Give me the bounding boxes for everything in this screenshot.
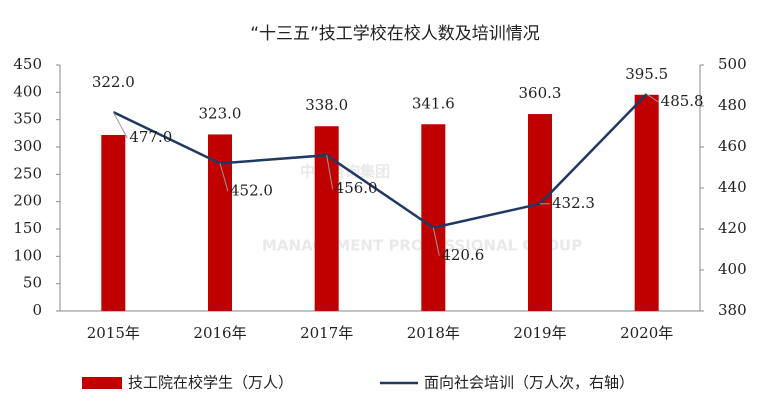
legend-label: 技工院在校学生（万人） (128, 374, 293, 392)
x-tick-label: 2015年 (87, 324, 140, 342)
y2-tick-label: 380 (718, 301, 747, 319)
leader-line (326, 155, 334, 190)
y2-tick-label: 460 (718, 137, 747, 155)
y2-tick-label: 440 (718, 178, 747, 196)
x-tick-label: 2018年 (407, 324, 460, 342)
y2-tick-label: 400 (718, 260, 747, 278)
y-tick-label: 150 (13, 219, 42, 237)
line (112, 93, 648, 230)
x-tick-label: 2017年 (300, 324, 353, 342)
bar (101, 134, 126, 311)
bar-label: 341.6 (412, 94, 455, 112)
y-tick-label: 50 (23, 274, 42, 292)
bar-label: 323.0 (199, 104, 242, 122)
y-tick-label: 400 (13, 82, 42, 100)
line-label: 432.3 (552, 194, 595, 212)
y-tick-label: 0 (32, 301, 42, 319)
bar (528, 114, 552, 311)
y-tick-label: 300 (13, 137, 42, 155)
bar (421, 124, 446, 311)
bar (634, 94, 659, 311)
chart-title: “十三五”技工学校在校人数及培训情况 (250, 24, 540, 44)
legend-label: 面向社会培训（万人次，右轴） (424, 374, 634, 392)
line-label: 456.0 (335, 179, 378, 197)
bar-label: 360.3 (519, 84, 562, 102)
leader-line (432, 227, 440, 256)
line-label: 452.0 (230, 181, 273, 199)
leader-line (112, 111, 128, 139)
y2-tick-label: 500 (718, 55, 747, 73)
leader-line (219, 163, 229, 192)
bar-label: 338.0 (305, 96, 348, 114)
watermark: 中大咨询集团 (300, 163, 390, 181)
x-tick-label: 2020年 (620, 324, 673, 342)
bar (314, 126, 339, 311)
x-tick-label: 2019年 (513, 324, 566, 342)
y-tick-label: 100 (13, 246, 42, 264)
y-tick-label: 250 (13, 164, 42, 182)
y2-tick-label: 480 (718, 96, 747, 114)
legend-swatch (82, 377, 122, 389)
y2-tick-label: 420 (718, 219, 747, 237)
bar-label: 395.5 (625, 65, 668, 83)
line-label: 420.6 (441, 246, 484, 264)
line-label: 477.0 (129, 128, 172, 146)
y-tick-label: 450 (13, 55, 42, 73)
bar (208, 134, 232, 311)
y-tick-label: 200 (13, 192, 42, 210)
bar-label: 322.0 (92, 73, 135, 91)
x-tick-label: 2016年 (193, 324, 246, 342)
y-tick-label: 350 (13, 110, 42, 128)
line-label: 485.8 (661, 92, 704, 110)
leader-line (646, 93, 659, 103)
